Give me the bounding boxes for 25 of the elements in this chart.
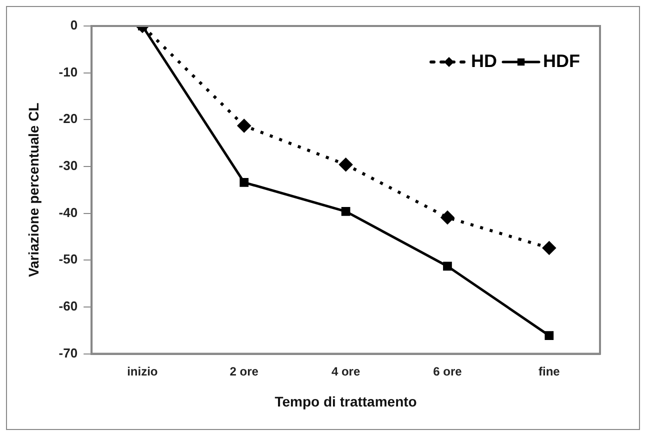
x-tick-label: 6 ore: [433, 364, 462, 378]
legend-label: HDF: [543, 50, 580, 71]
y-tick-label: 0: [70, 18, 78, 33]
point: [544, 331, 554, 340]
y-tick-label: -40: [58, 204, 78, 220]
point: [443, 262, 452, 271]
x-tick-label: inizio: [127, 364, 158, 378]
x-axis-title: Tempo di trattamento: [274, 393, 417, 410]
x-tick-label: 2 ore: [230, 364, 259, 378]
legend-label: HD: [471, 50, 498, 71]
point: [339, 158, 352, 172]
y-tick-label: -70: [58, 345, 78, 360]
point: [341, 207, 350, 216]
point: [440, 211, 454, 224]
y-tick-label: -30: [58, 158, 78, 174]
x-tick-label: 4 ore: [331, 364, 360, 378]
y-tick-label: -10: [58, 64, 78, 80]
y-tick-label: -50: [58, 252, 78, 267]
y-tick-label: -60: [58, 298, 78, 314]
point: [542, 241, 556, 254]
y-tick-label: -20: [58, 111, 78, 126]
y-axis-title: Variazione percentuale CL: [25, 102, 42, 278]
x-tick-label: fine: [538, 364, 560, 378]
point: [240, 178, 249, 187]
point: [238, 119, 251, 132]
